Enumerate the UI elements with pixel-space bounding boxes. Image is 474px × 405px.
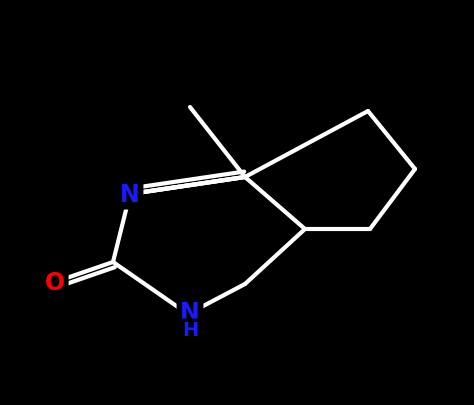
Text: H: H: [182, 321, 198, 340]
Text: N: N: [180, 300, 200, 324]
Text: N: N: [120, 183, 140, 207]
Text: O: O: [45, 270, 65, 294]
